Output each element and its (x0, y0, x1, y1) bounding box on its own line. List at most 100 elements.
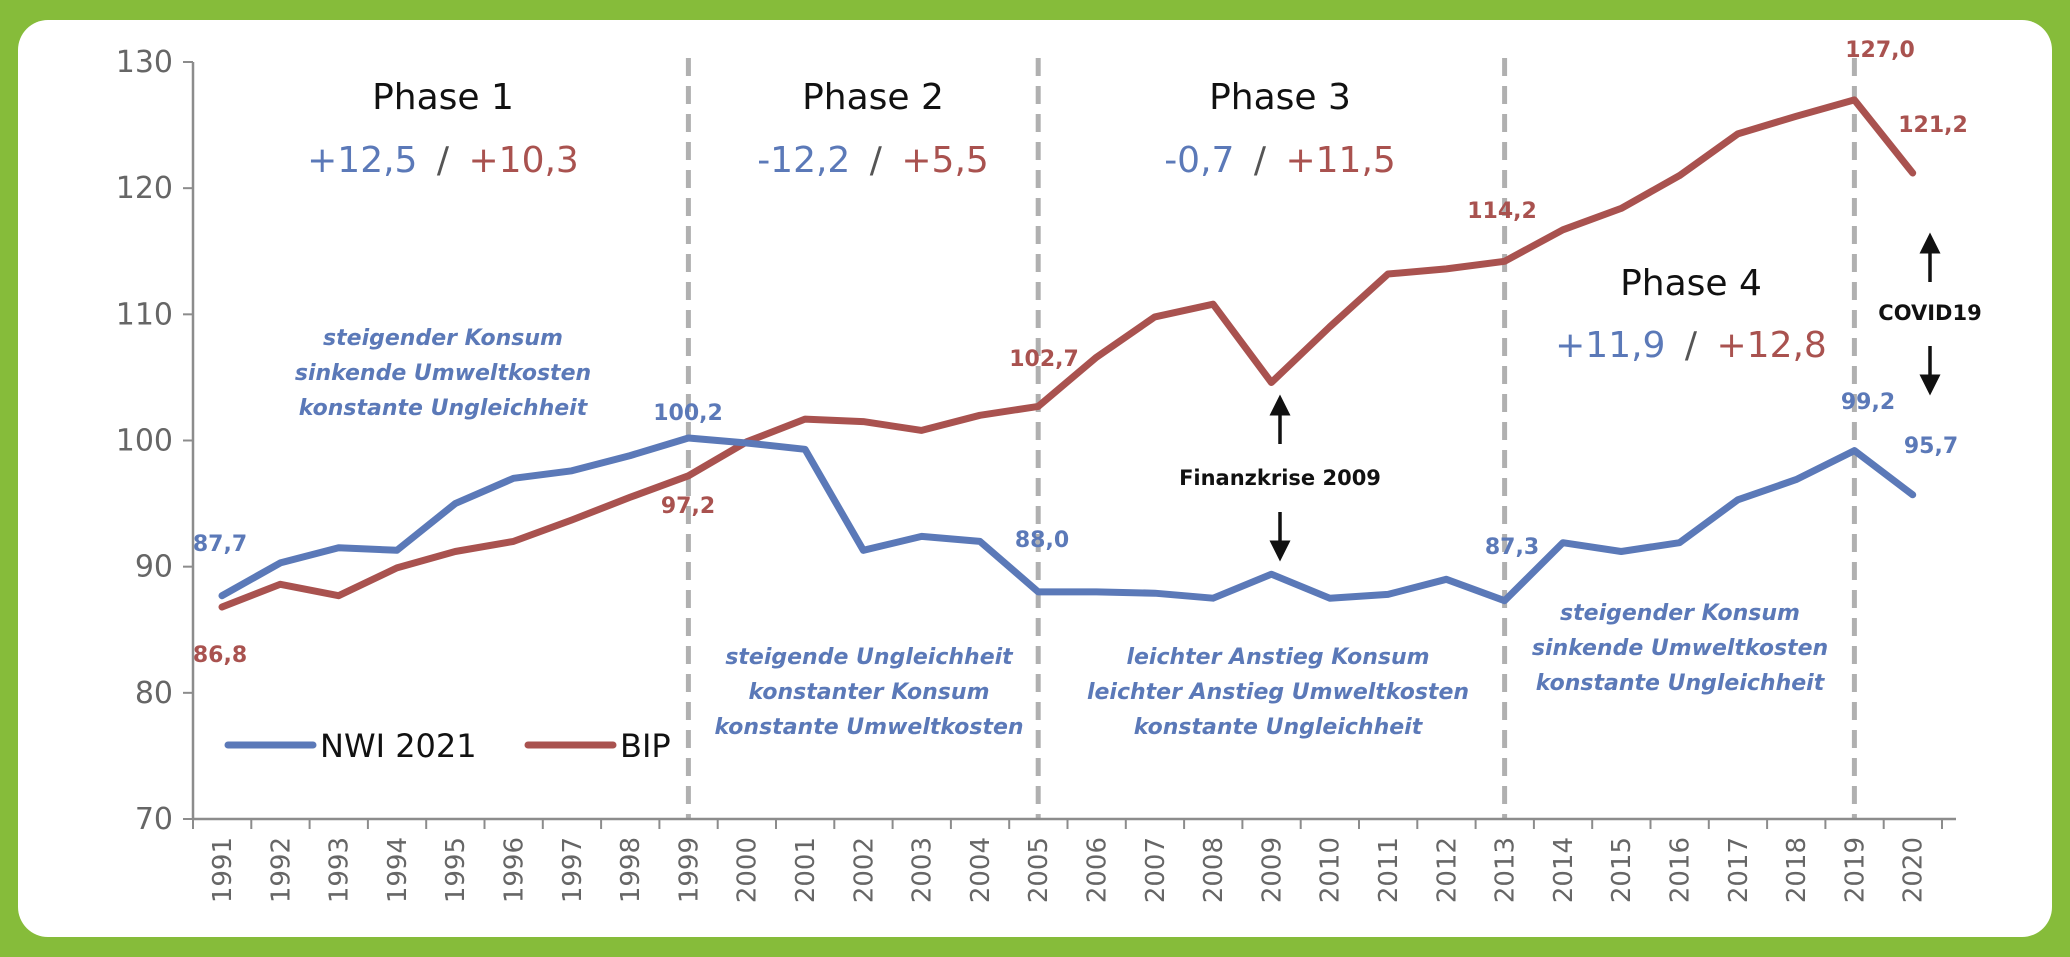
bip-2005-label: 102,7 (1009, 347, 1079, 372)
x-tick-label: 2020 (1899, 837, 1929, 903)
legend-bip-label: BIP (620, 727, 671, 765)
legend: NWI 2021 BIP (224, 727, 671, 765)
finanzkrise-callout: Finanzkrise 2009 (1179, 394, 1381, 562)
x-tick-label: 2015 (1607, 837, 1637, 903)
y-tick-label: 80 (135, 676, 173, 711)
y-tick-label: 120 (116, 171, 173, 206)
x-tick-label: 2017 (1724, 837, 1754, 903)
x-tick-label: 2014 (1549, 837, 1579, 903)
phase-4-note-line-2: sinkende Umweltkosten (1532, 636, 1828, 661)
x-tick-label: 2010 (1316, 837, 1346, 903)
x-tick-label: 2007 (1141, 837, 1171, 903)
phase-2-bip-change: +5,5 (901, 140, 988, 181)
bip-series-line (218, 96, 1917, 611)
x-tick-label: 1991 (208, 837, 238, 903)
x-tick-label: 2001 (791, 837, 821, 903)
x-tick-label: 1999 (674, 837, 704, 903)
value-labels: 87,7 86,8 100,2 97,2 88,0 102,7 87,3 114… (193, 38, 1968, 668)
nwi-2005-label: 88,0 (1015, 528, 1069, 553)
bip-2019-label: 127,0 (1845, 38, 1915, 63)
x-tick-label: 2013 (1491, 837, 1521, 903)
y-tick-label: 90 (135, 550, 173, 585)
phase-4-nwi-change: +11,9 (1555, 325, 1665, 366)
y-axis-ticks: 70 80 90 100 110 120 130 (116, 45, 193, 837)
covid-callout: COVID19 (1878, 232, 1982, 396)
x-tick-label: 1994 (383, 837, 413, 903)
phase-4-note: steigender Konsum sinkende Umweltkosten … (1532, 601, 1828, 696)
x-tick-label: 2008 (1199, 837, 1229, 903)
x-tick-label: 1998 (616, 837, 646, 903)
bip-1991-label: 86,8 (193, 643, 247, 668)
x-tick-label: 2016 (1666, 837, 1696, 903)
nwi-2013-label: 87,3 (1485, 535, 1539, 560)
phase-2-note-line-3: konstante Umweltkosten (714, 715, 1023, 740)
y-tick-label: 110 (116, 297, 173, 332)
bip-2020-label: 121,2 (1898, 113, 1968, 138)
phase-3-note-line-2: leichter Anstieg Umweltkosten (1087, 680, 1469, 705)
phase-1-header: Phase 1 +12,5 / +10,3 (307, 77, 579, 181)
nwi-1999-label: 100,2 (653, 401, 723, 426)
phase-2-note: steigende Ungleichheit konstanter Konsum… (714, 645, 1023, 740)
x-tick-label: 2003 (908, 837, 938, 903)
phase-1-note-line-3: konstante Ungleichheit (299, 396, 589, 421)
phase-2-nwi-change: -12,2 (757, 140, 850, 181)
x-tick-label: 1992 (266, 837, 296, 903)
phase-2-header: Phase 2 -12,2 / +5,5 (757, 77, 989, 181)
phase-1-note-line-1: steigender Konsum (323, 326, 563, 351)
finanzkrise-label: Finanzkrise 2009 (1179, 466, 1381, 490)
phase-4-title: Phase 4 (1620, 263, 1762, 304)
phase-1-title: Phase 1 (372, 77, 514, 118)
phase-1-nwi-change: +12,5 (307, 140, 417, 181)
covid-label: COVID19 (1878, 301, 1981, 325)
x-tick-label: 2018 (1782, 837, 1812, 903)
phase-3-stat: -0,7 / +11,5 (1164, 140, 1396, 181)
nwi-2020-label: 95,7 (1904, 434, 1958, 459)
phase-4-separator: / (1685, 325, 1698, 366)
phase-4-header: Phase 4 +11,9 / +12,8 (1555, 263, 1827, 366)
x-tick-label: 2000 (733, 837, 763, 903)
phase-3-note-line-1: leichter Anstieg Konsum (1126, 645, 1429, 670)
phase-4-stat: +11,9 / +12,8 (1555, 325, 1827, 366)
x-tick-label: 2005 (1024, 837, 1054, 903)
nwi-1991-label: 87,7 (193, 532, 247, 557)
phase-3-note-line-3: konstante Ungleichheit (1134, 715, 1424, 740)
phase-2-separator: / (870, 140, 883, 181)
x-tick-label: 2004 (966, 837, 996, 903)
phase-1-separator: / (437, 140, 450, 181)
phase-4-note-line-3: konstante Ungleichheit (1536, 671, 1826, 696)
phase-3-title: Phase 3 (1209, 77, 1351, 118)
x-tick-label: 1995 (441, 837, 471, 903)
nwi-2019-label: 99,2 (1841, 390, 1895, 415)
phase-2-note-line-2: konstanter Konsum (749, 680, 990, 705)
phase-4-bip-change: +12,8 (1717, 325, 1827, 366)
x-tick-label: 2011 (1374, 837, 1404, 903)
y-tick-label: 70 (135, 802, 173, 837)
legend-nwi-label: NWI 2021 (320, 727, 477, 765)
phase-4-note-line-1: steigender Konsum (1560, 601, 1800, 626)
x-tick-label: 1993 (325, 837, 355, 903)
x-tick-label: 2012 (1432, 837, 1462, 903)
x-tick-label: 2019 (1840, 837, 1870, 903)
phase-1-note-line-2: sinkende Umweltkosten (295, 361, 591, 386)
x-tick-label: 2002 (849, 837, 879, 903)
x-tick-label: 2006 (1083, 837, 1113, 903)
phase-1-bip-change: +10,3 (469, 140, 579, 181)
y-tick-label: 100 (116, 424, 173, 459)
bip-1999-label: 97,2 (661, 494, 715, 519)
phase-3-bip-change: +11,5 (1285, 140, 1395, 181)
y-tick-label: 130 (116, 45, 173, 80)
x-tick-label: 2009 (1257, 837, 1287, 903)
phase-2-stat: -12,2 / +5,5 (757, 140, 989, 181)
phase-3-note: leichter Anstieg Konsum leichter Anstieg… (1087, 645, 1469, 740)
phase-1-stat: +12,5 / +10,3 (307, 140, 579, 181)
phase-1-note: steigender Konsum sinkende Umweltkosten … (295, 326, 591, 421)
x-tick-label: 1996 (500, 837, 530, 903)
chart-frame: 70 80 90 100 110 120 130 1991 1992 1993 1994 1995 1… (18, 20, 2052, 937)
phase-3-header: Phase 3 -0,7 / +11,5 (1164, 77, 1396, 181)
phase-3-nwi-change: -0,7 (1164, 140, 1234, 181)
line-chart: 70 80 90 100 110 120 130 1991 1992 1993 1994 1995 1… (116, 38, 1982, 903)
phase-2-note-line-1: steigende Ungleichheit (725, 645, 1014, 670)
x-tick-label: 1997 (558, 837, 588, 903)
phase-3-separator: / (1254, 140, 1267, 181)
phase-2-title: Phase 2 (802, 77, 944, 118)
